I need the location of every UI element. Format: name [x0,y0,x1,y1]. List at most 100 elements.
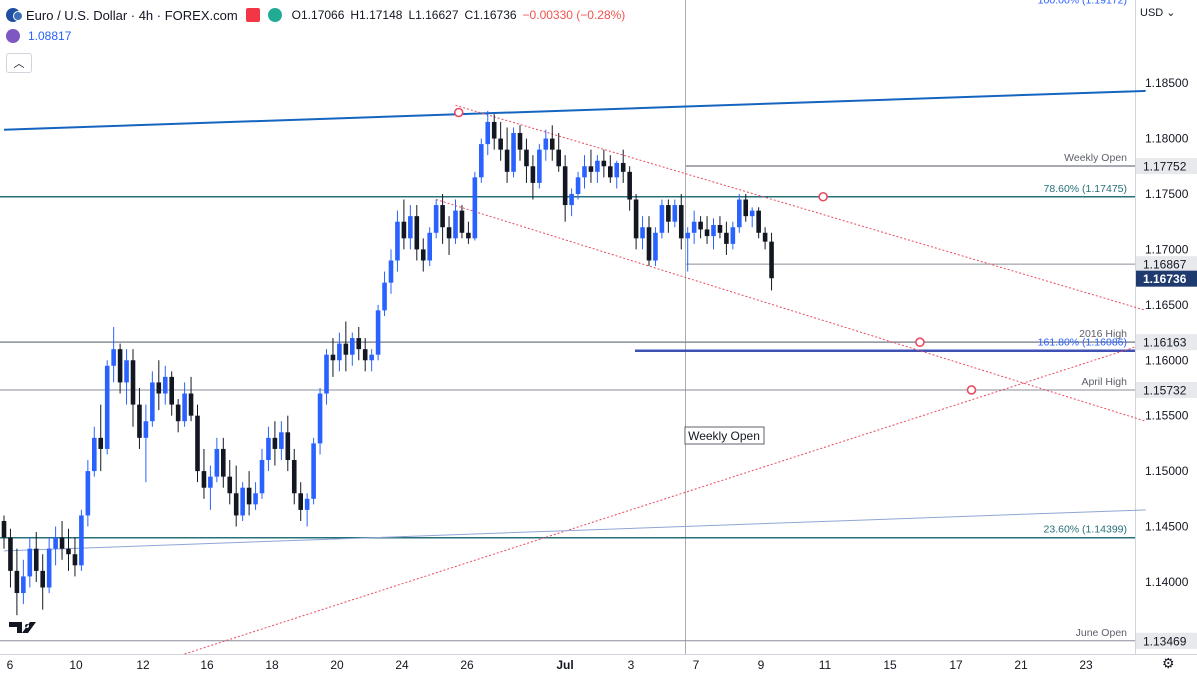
pivot-marker[interactable] [915,337,925,347]
candle-body[interactable] [111,349,116,366]
candle-body[interactable] [291,460,297,494]
candle-body[interactable] [491,121,497,139]
candle-body[interactable] [298,493,303,510]
candle-body[interactable] [259,460,265,494]
candle-body[interactable] [724,232,729,244]
candle-body[interactable] [633,199,639,239]
candle-body[interactable] [285,432,291,461]
candle-body[interactable] [53,537,58,549]
candle-body[interactable] [14,570,20,594]
candle-body[interactable] [98,437,104,449]
candle-body[interactable] [375,310,381,355]
candle-body[interactable] [388,260,394,283]
candle-body[interactable] [582,166,587,178]
collapse-legend-button[interactable]: ︿ [6,53,32,73]
gear-icon[interactable]: ⚙ [1162,655,1175,671]
candle-body[interactable] [588,166,594,172]
candle-body[interactable] [382,282,387,311]
symbol-title[interactable]: Euro / U.S. Dollar · 4h · FOREX.com [26,7,238,23]
indicator-icon[interactable] [6,29,20,43]
candle-body[interactable] [401,221,407,239]
candle-body[interactable] [317,393,323,444]
candle-body[interactable] [253,493,258,505]
candle-body[interactable] [304,498,310,510]
candle-body[interactable] [459,210,465,233]
market-closed-icon[interactable] [245,8,260,22]
candle-body[interactable] [169,376,174,405]
candle-body[interactable] [40,570,45,588]
candle-body[interactable] [530,166,536,183]
candle-body[interactable] [569,193,574,206]
candle-body[interactable] [221,448,226,477]
indicator-row[interactable]: 1.08817 [6,29,71,43]
candle-body[interactable] [137,404,142,438]
currency-selector[interactable]: USD ⌄ [1140,6,1176,19]
candle-body[interactable] [124,360,129,383]
candle-body[interactable] [479,144,484,178]
annotation-weekly-open[interactable]: Weekly Open [684,426,765,445]
candle-body[interactable] [769,241,774,279]
candle-body[interactable] [756,210,761,233]
candle-body[interactable] [620,162,626,172]
candle-body[interactable] [356,338,362,350]
candle-body[interactable] [498,138,503,150]
candle-body[interactable] [66,548,71,555]
candle-body[interactable] [208,476,213,488]
candle-body[interactable] [698,221,703,230]
candle-body[interactable] [704,229,710,237]
candle-body[interactable] [156,382,162,394]
candle-body[interactable] [195,415,200,472]
candle-body[interactable] [117,349,123,383]
candle-body[interactable] [420,249,426,261]
candle-body[interactable] [8,537,13,571]
candle-body[interactable] [595,160,600,172]
candle-body[interactable] [311,443,316,499]
candle-body[interactable] [666,205,671,222]
candle-body[interactable] [279,432,284,449]
trendline-resistance[interactable] [3,89,1146,131]
candle-body[interactable] [537,149,542,183]
candle-body[interactable] [246,487,252,505]
candle-body[interactable] [233,493,239,516]
candle-body[interactable] [517,133,523,150]
candle-body[interactable] [414,216,420,250]
candle-body[interactable] [504,149,510,172]
candle-body[interactable] [330,354,336,361]
pivot-marker[interactable] [966,385,977,395]
candle-body[interactable] [691,221,697,233]
candle-body[interactable] [717,225,723,233]
candle-body[interactable] [524,149,529,167]
candle-body[interactable] [104,365,110,449]
candle-body[interactable] [485,121,491,145]
candle-body[interactable] [453,210,458,239]
candle-body[interactable] [92,437,97,472]
candle-body[interactable] [711,225,716,237]
candle-body[interactable] [556,149,561,167]
candle-body[interactable] [1,520,7,538]
pivot-marker[interactable] [818,191,828,202]
candle-body[interactable] [27,548,33,577]
candle-body[interactable] [646,227,652,261]
candle-body[interactable] [762,232,768,242]
candle-body[interactable] [549,138,555,150]
trendline-rising-faint[interactable] [3,509,1146,552]
candle-body[interactable] [543,138,549,150]
candle-body[interactable] [150,382,155,422]
candle-body[interactable] [608,166,613,178]
candle-body[interactable] [737,199,742,228]
candle-body[interactable] [324,354,329,394]
candle-body[interactable] [433,205,439,233]
market-status-icon[interactable] [267,8,282,22]
candle-body[interactable] [466,232,471,239]
candle-body[interactable] [743,199,749,217]
candle-body[interactable] [601,160,607,167]
candle-body[interactable] [672,205,678,222]
candle-body[interactable] [659,205,665,233]
candle-body[interactable] [427,232,432,261]
candle-body[interactable] [749,210,755,217]
candle-body[interactable] [46,548,52,588]
candle-body[interactable] [627,171,632,200]
candle-body[interactable] [272,437,278,449]
